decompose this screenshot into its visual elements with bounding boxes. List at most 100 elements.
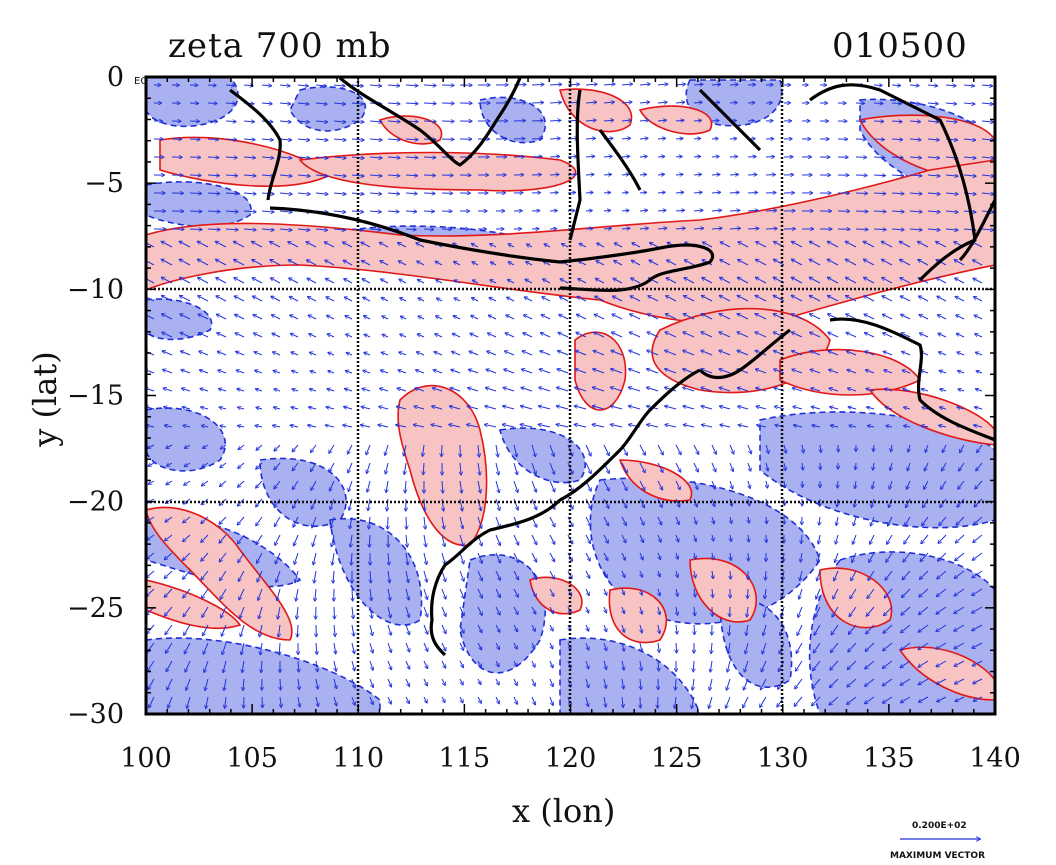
- wind-vector: [255, 370, 263, 374]
- wind-vector: [902, 370, 911, 374]
- wind-vector: [828, 351, 839, 356]
- wind-vector: [675, 156, 682, 157]
- wind-vector: [891, 444, 892, 452]
- wind-vector: [940, 407, 947, 409]
- wind-vector: [362, 261, 371, 266]
- wind-vector: [873, 444, 874, 451]
- wind-vector: [333, 193, 346, 194]
- map-timestamp: 010500: [832, 26, 968, 66]
- wind-vector: [603, 84, 615, 85]
- wind-vector: [256, 407, 263, 409]
- wind-vector: [416, 243, 425, 248]
- wind-vector: [639, 210, 647, 211]
- wind-vector: [549, 462, 554, 474]
- wind-vector: [274, 407, 281, 409]
- wind-vector: [794, 425, 803, 427]
- wind-vector: [657, 462, 663, 472]
- wind-vector: [185, 444, 191, 448]
- wind-vector: [442, 480, 443, 493]
- wind-vector: [810, 314, 821, 320]
- wind-vector: [945, 229, 958, 230]
- wind-vector: [918, 260, 929, 266]
- wind-vector: [431, 425, 443, 428]
- x-tick-label: 130: [757, 743, 809, 774]
- wind-vector: [292, 480, 299, 489]
- wind-vector: [665, 314, 677, 320]
- wind-vector: [361, 242, 371, 248]
- wind-vector: [784, 444, 786, 453]
- wind-vector: [939, 352, 947, 356]
- wind-vector: [198, 278, 209, 284]
- wind-vector: [693, 444, 699, 454]
- wind-vector: [711, 228, 722, 229]
- wind-vector: [531, 444, 535, 456]
- wind-vector: [693, 174, 701, 175]
- wind-vector: [647, 425, 659, 428]
- wind-vector: [639, 138, 648, 139]
- wind-vector: [693, 102, 702, 103]
- wind-vector: [747, 444, 751, 454]
- wind-vector: [693, 210, 703, 211]
- wind-vector: [945, 85, 956, 86]
- wind-vector: [309, 407, 317, 409]
- wind-vector: [755, 277, 767, 284]
- wind-vector: [238, 480, 245, 487]
- wind-vector: [939, 425, 947, 427]
- wind-vector: [719, 350, 731, 356]
- wind-vector: [330, 480, 335, 491]
- wind-vector: [675, 120, 684, 121]
- wind-vector: [369, 211, 381, 212]
- wind-vector: [146, 296, 155, 302]
- wind-vector: [684, 278, 695, 284]
- wind-vector: [180, 296, 191, 302]
- wind-vector: [280, 678, 281, 690]
- wind-vector: [924, 462, 929, 471]
- wind-vector: [369, 175, 382, 176]
- wind-vector: [274, 389, 281, 391]
- wind-vector: [585, 120, 596, 121]
- wind-vector: [382, 334, 389, 337]
- wind-vector: [346, 371, 353, 373]
- x-tick-label: 135: [863, 743, 915, 774]
- wind-vector: [613, 296, 623, 302]
- wind-vector: [146, 259, 155, 266]
- wind-vector: [333, 139, 346, 140]
- wind-vector: [526, 262, 533, 266]
- wind-vector: [802, 444, 803, 453]
- wind-vector: [720, 425, 731, 428]
- wind-vector: [478, 444, 479, 457]
- wind-vector: [270, 260, 281, 266]
- wind-vector: [162, 314, 173, 320]
- wind-vector: [207, 193, 220, 194]
- wind-vector: [648, 314, 659, 320]
- wind-vector: [513, 462, 517, 475]
- wind-vector: [308, 297, 317, 302]
- wind-vector: [333, 175, 346, 176]
- wind-vector: [489, 298, 497, 302]
- wind-vector: [273, 371, 281, 373]
- wind-vector: [676, 642, 677, 653]
- wind-vector: [629, 332, 641, 338]
- wind-vector: [756, 242, 767, 248]
- wind-vector: [306, 242, 317, 248]
- wind-vector: [472, 262, 479, 266]
- wind-vector: [711, 84, 720, 85]
- wind-vector: [973, 278, 983, 284]
- wind-vector: [693, 192, 702, 193]
- wind-vector: [417, 261, 425, 266]
- wind-vector: [657, 210, 666, 211]
- wind-vector: [531, 120, 543, 121]
- wind-vector: [180, 314, 191, 320]
- wind-vector: [585, 192, 593, 193]
- wind-vector: [942, 444, 947, 452]
- wind-vector: [271, 278, 281, 284]
- wind-vector: [729, 192, 739, 193]
- wind-vector: [729, 444, 734, 454]
- wind-vector: [450, 406, 461, 410]
- wind-vector: [792, 388, 803, 392]
- wind-vector: [942, 462, 947, 471]
- wind-vector: [955, 297, 965, 302]
- wind-vector: [603, 174, 611, 175]
- wind-vector: [361, 407, 371, 410]
- wind-vector: [291, 407, 299, 409]
